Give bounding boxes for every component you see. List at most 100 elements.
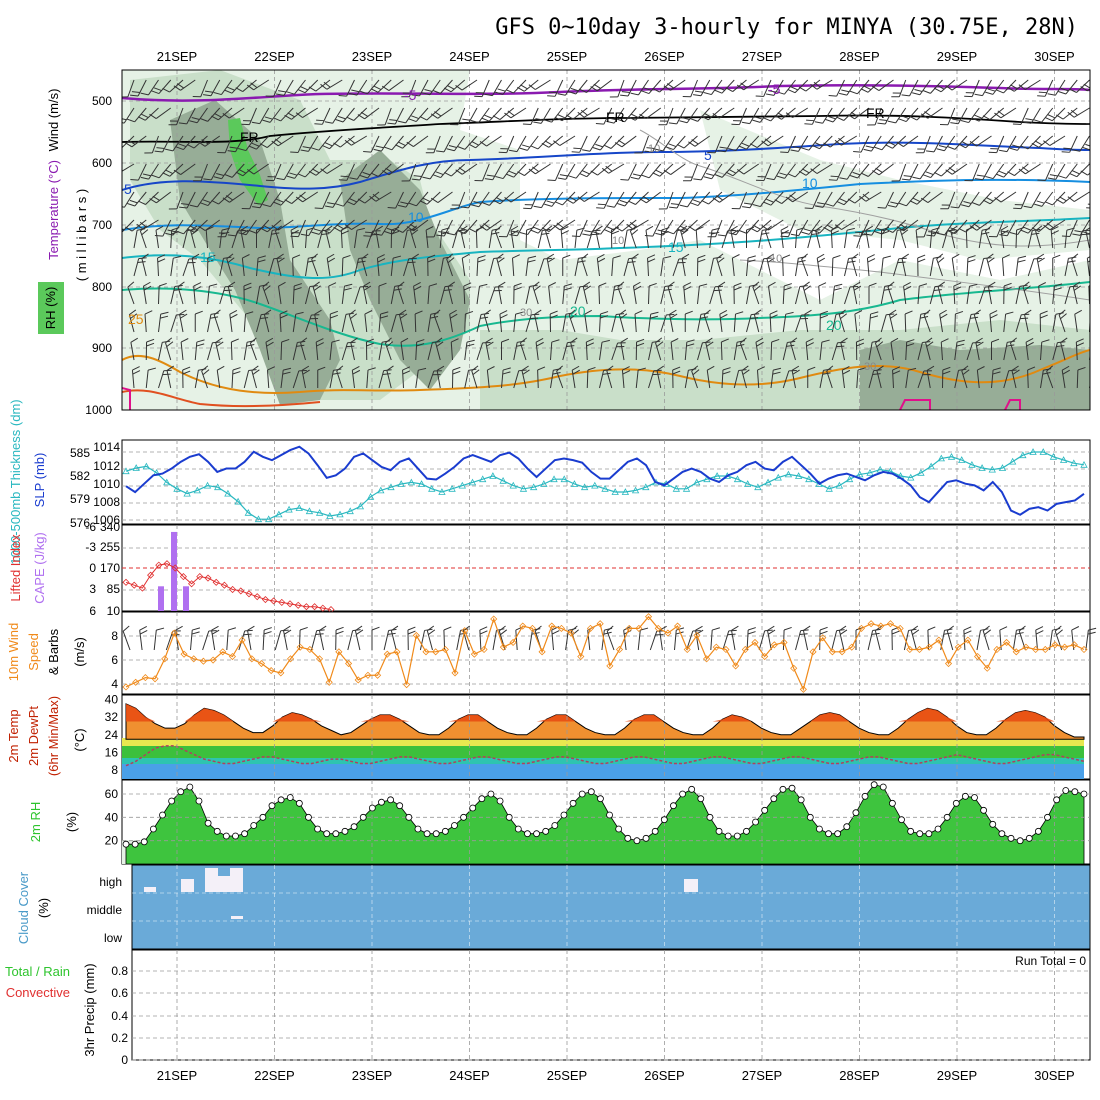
wind-barb-flag: [728, 232, 737, 236]
wind-marker: [286, 655, 295, 663]
wind-barb-flag: [732, 254, 740, 259]
wind-barb-flag: [286, 91, 295, 95]
wind-barb-flag: [1072, 149, 1081, 152]
wind-barb-flag: [375, 145, 384, 149]
wind-barb-staff: [350, 342, 355, 361]
wind-speed-markers: [122, 613, 1088, 693]
wind-barb-staff: [687, 191, 698, 208]
wind-barb-flag: [151, 90, 160, 95]
wind-barb-flag: [620, 178, 629, 181]
wind-barb-staff: [251, 370, 257, 389]
rh-marker: [451, 822, 458, 829]
wind-barb-flag: [639, 198, 647, 204]
wind-barb-staff: [467, 107, 478, 124]
wind-barb-flag: [926, 365, 935, 371]
wind-barb-flag: [411, 178, 420, 181]
wind-barb-staff: [450, 79, 466, 93]
wind-barb-staff: [1020, 107, 1029, 125]
wind-barb-staff: [1030, 107, 1041, 124]
temp-label-b: 2m DewPt: [26, 706, 41, 766]
rh-marker: [797, 796, 805, 804]
wind-barb-flag: [950, 122, 959, 125]
wind-barb-flag: [264, 116, 273, 120]
wind-barb-flag: [430, 197, 439, 203]
wind-barb-staff: [836, 163, 845, 181]
wind-barb-flag: [418, 367, 427, 371]
wind-barb-flag: [1053, 287, 1062, 291]
thickness-marker: [275, 510, 283, 518]
wind-barb-staff: [215, 342, 221, 361]
wind-marker: [161, 655, 169, 663]
wind-barb-staff: [440, 163, 453, 178]
wind-barb-flag: [999, 234, 1008, 237]
wind-barb-flag: [132, 370, 141, 375]
wind-barb-flag: [728, 629, 737, 632]
wind-barb-staff: [787, 135, 796, 153]
wind-barb-flag: [531, 313, 540, 316]
wind-barb-staff: [497, 286, 502, 305]
wind-barb-staff: [1064, 258, 1069, 277]
wind-barb-flag: [909, 115, 918, 121]
wind-barb-flag: [956, 339, 965, 343]
wind-marker: [973, 652, 982, 661]
wind-barb-flag: [790, 337, 798, 344]
wind-barb-staff: [218, 107, 233, 121]
thickness-marker: [927, 462, 935, 470]
wind-barb-flag: [506, 173, 514, 178]
wind-barb-flag: [427, 258, 436, 263]
wind-marker: [209, 656, 217, 664]
wind-barb-flag: [157, 258, 166, 263]
wind-barb-staff: [1076, 79, 1090, 93]
wind-marker: [693, 631, 701, 639]
cloud-gap: [181, 879, 194, 892]
wind-barb-flag: [798, 86, 807, 92]
wind-barb-flag: [282, 371, 291, 375]
wind-barb-staff: [782, 257, 784, 277]
wind-barb-staff: [315, 342, 319, 361]
wind-barb-flag: [173, 288, 182, 291]
wind-barb-flag: [1074, 309, 1082, 315]
wind-barb-flag: [149, 198, 157, 204]
wind-barb-staff: [273, 163, 282, 181]
wind-barb-staff: [426, 630, 433, 651]
wind-barb-staff: [311, 630, 318, 651]
wind-barb-flag: [323, 81, 331, 88]
wind-barb-flag: [553, 224, 561, 231]
wind-barb-staff: [1046, 370, 1054, 389]
wind-barb-staff: [867, 630, 874, 651]
rh-marker: [514, 825, 522, 833]
wind-barb-flag: [945, 85, 953, 91]
wind-barb-flag: [238, 147, 247, 152]
wind-barb-flag: [371, 626, 380, 631]
wind-barb-flag: [598, 282, 607, 287]
wind-barb-flag: [619, 199, 628, 204]
wind-barb-flag: [849, 90, 858, 95]
wind-barb-flag: [498, 625, 506, 632]
wind-barb-flag: [840, 629, 848, 635]
band-blue: [122, 764, 1084, 779]
wind-barb-flag: [211, 199, 219, 205]
wind-barb-staff: [854, 191, 870, 204]
rh-marker: [706, 813, 714, 821]
wind-barb-flag: [154, 234, 163, 237]
wind-barb-staff: [499, 314, 502, 333]
wind-barb-staff: [618, 314, 625, 333]
wind-barb-flag: [227, 150, 236, 153]
wind-barb-flag: [320, 168, 328, 174]
wind-barb-flag: [1082, 231, 1090, 235]
precip-tick: 0: [121, 1053, 128, 1067]
wind-barb-staff: [537, 369, 539, 389]
wind-barb-flag: [438, 231, 447, 233]
wind-barb-staff: [672, 230, 678, 249]
wind-barb-flag: [985, 175, 994, 180]
wind-barb-staff: [162, 219, 172, 237]
wind-barb-flag: [511, 230, 520, 233]
upper-y-label: ( m i l l i b a r s ): [74, 189, 89, 281]
wind-barb-staff: [923, 219, 931, 238]
wind-barb-staff: [302, 191, 319, 203]
wind-marker: [683, 645, 691, 654]
wind-barb-staff: [127, 286, 135, 305]
wind-barb-staff: [822, 191, 833, 208]
wind-barb-staff: [697, 107, 711, 122]
wind-barb-flag: [534, 309, 542, 315]
